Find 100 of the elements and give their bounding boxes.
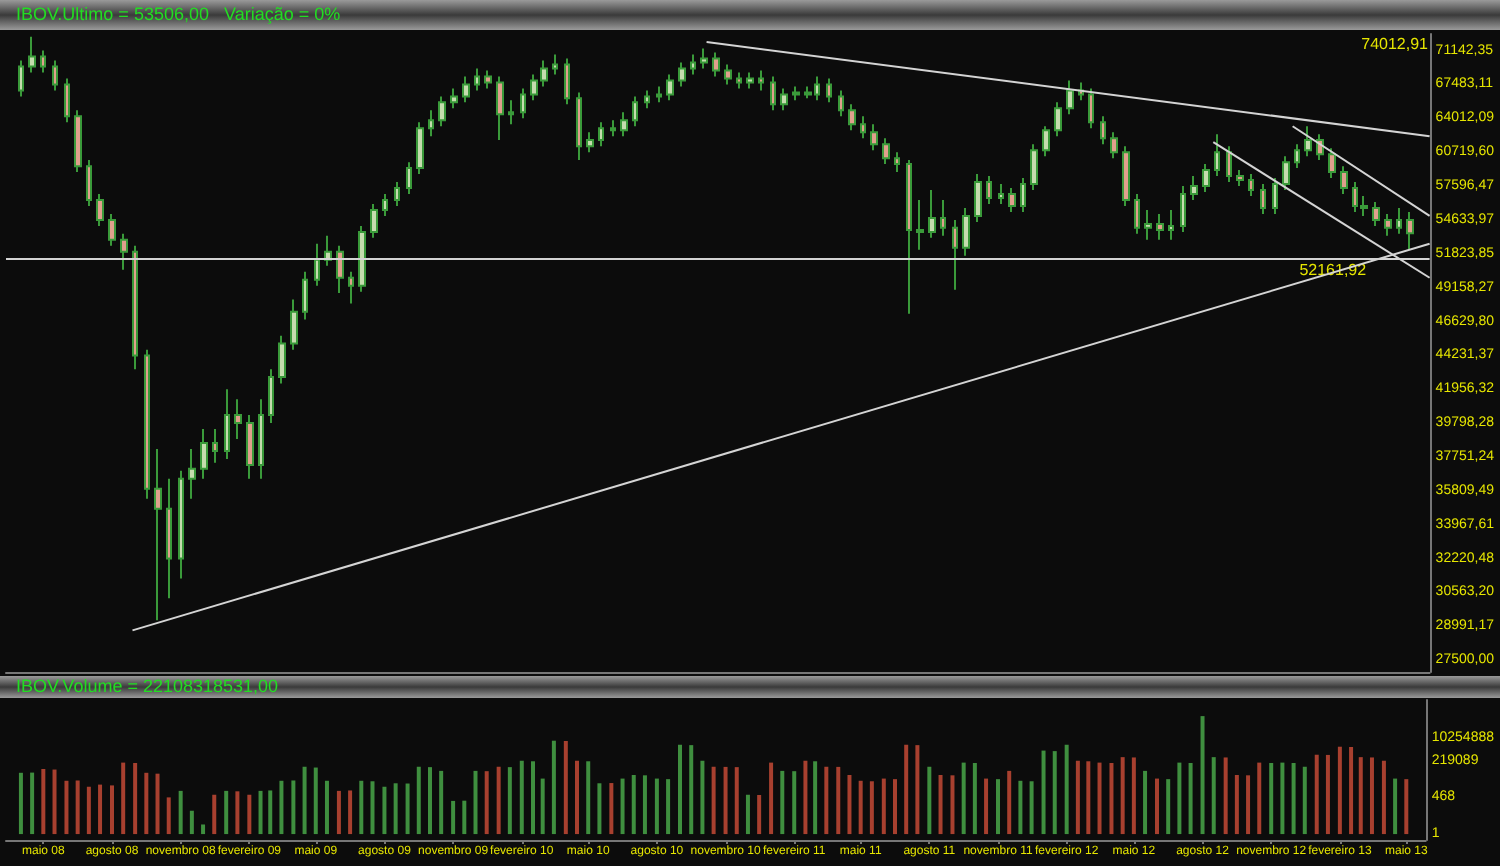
candlestick <box>598 121 604 148</box>
candlestick <box>1020 177 1026 214</box>
candlestick <box>1156 212 1164 241</box>
candlestick <box>1282 155 1290 191</box>
candlestick <box>508 99 514 126</box>
candlestick <box>52 59 58 92</box>
candlestick <box>86 159 92 208</box>
candlestick <box>428 109 434 138</box>
candlestick <box>928 189 936 239</box>
candlestick <box>120 232 128 271</box>
candlestick <box>462 75 470 104</box>
candlestick <box>302 270 308 321</box>
candlestick <box>496 75 504 142</box>
candlestick <box>28 35 36 74</box>
candlestick <box>178 469 184 580</box>
candlestick <box>438 95 446 128</box>
candlestick <box>1088 87 1094 130</box>
candlestick <box>188 448 196 500</box>
candlestick <box>1304 125 1312 158</box>
candlestick <box>336 244 344 295</box>
candlestick <box>64 77 70 124</box>
candlestick <box>166 477 172 600</box>
candlestick <box>1066 79 1074 116</box>
candlestick <box>74 109 82 174</box>
candlestick <box>576 91 582 162</box>
candlestick <box>1384 212 1392 237</box>
candlestick <box>620 111 628 138</box>
candlestick <box>1144 209 1152 241</box>
candlestick <box>212 428 218 464</box>
candlestick <box>952 218 958 291</box>
candlestick <box>1340 165 1348 196</box>
candlestick <box>870 123 878 152</box>
candlestick <box>450 87 458 110</box>
chart-title: IBOV.Ultimo = 53506,00 Variação = 0% <box>0 0 1500 30</box>
candlestick <box>1202 163 1210 194</box>
candlestick <box>474 67 480 92</box>
candlestick <box>370 203 378 239</box>
candlestick <box>758 69 764 92</box>
candlestick <box>406 161 412 196</box>
candlestick <box>906 159 912 315</box>
candlestick <box>700 47 708 70</box>
candlestick <box>1294 143 1300 170</box>
candlestick <box>666 73 674 102</box>
candlestick <box>1008 186 1016 214</box>
candlestick <box>224 388 230 460</box>
candlestick <box>736 71 742 90</box>
candlestick <box>1110 131 1118 160</box>
candlestick <box>1406 211 1414 251</box>
candlestick <box>132 244 138 371</box>
candlestick <box>962 207 970 257</box>
candlestick <box>1248 173 1254 198</box>
candlestick <box>916 199 924 251</box>
candlestick <box>1372 201 1380 227</box>
candlestick <box>986 175 992 206</box>
candlestick <box>1396 207 1402 235</box>
candlestick <box>610 119 616 138</box>
candlestick <box>520 87 526 120</box>
candlestick <box>724 63 732 86</box>
candlestick <box>690 53 696 76</box>
candlestick <box>974 173 982 223</box>
candlestick <box>1134 193 1140 235</box>
candlestick <box>838 89 844 118</box>
candlestick <box>712 51 720 78</box>
candlestick <box>1328 147 1336 180</box>
candlestick <box>394 180 400 208</box>
candlestick <box>246 414 254 480</box>
candlestick <box>1226 145 1232 183</box>
candlestick <box>258 398 264 480</box>
candlestick <box>882 137 890 166</box>
candlestick <box>382 193 388 217</box>
candlestick <box>792 85 800 102</box>
candlestick <box>18 59 24 98</box>
candlestick <box>268 368 274 425</box>
candlestick <box>678 61 686 88</box>
candlestick <box>998 182 1004 206</box>
candlestick <box>1236 169 1244 187</box>
candlestick <box>780 87 788 112</box>
candlestick <box>1030 143 1038 191</box>
candlestick <box>1168 209 1174 241</box>
candlestick <box>894 151 900 174</box>
candlestick <box>1100 115 1106 146</box>
candlestick <box>564 57 570 106</box>
candlestick <box>40 49 46 74</box>
candlestick <box>278 334 286 385</box>
candlestick <box>644 89 650 110</box>
chart-title: IBOV.Volume = 22108318531,00 <box>0 676 1500 698</box>
candlestick <box>1190 175 1198 202</box>
candlestick <box>200 428 208 480</box>
candlestick <box>586 131 594 154</box>
candlestick <box>632 95 638 128</box>
candlestick <box>746 71 754 90</box>
candlestick <box>108 212 116 247</box>
candlestick <box>848 103 856 132</box>
candlestick <box>1272 177 1278 215</box>
candlestick <box>484 69 492 90</box>
candlestick <box>552 53 558 76</box>
candlestick <box>144 348 150 500</box>
candlestick <box>1214 133 1220 178</box>
candlestick <box>314 242 320 287</box>
candlestick <box>804 85 812 100</box>
